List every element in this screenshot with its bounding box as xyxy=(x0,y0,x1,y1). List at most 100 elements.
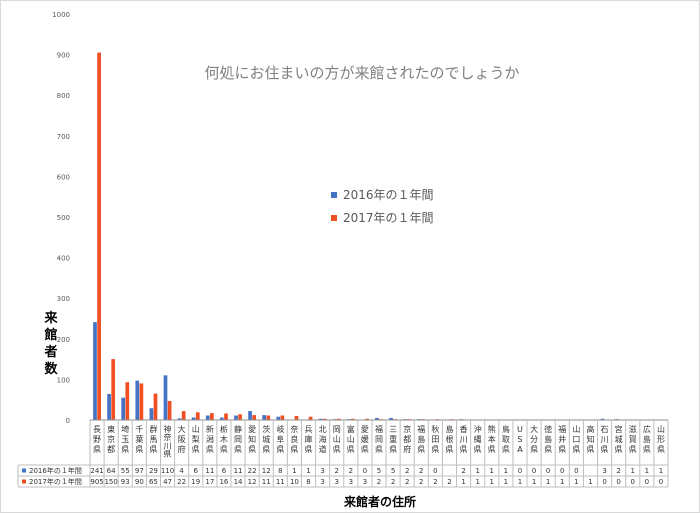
legend-swatch xyxy=(331,215,337,221)
table-value: 5 xyxy=(391,467,395,475)
y-tick-label: 800 xyxy=(57,92,70,100)
y-tick-label: 300 xyxy=(57,295,70,303)
x-tick-label: 石 xyxy=(601,425,609,434)
x-tick-label: 県 xyxy=(206,445,214,454)
x-tick-label: 県 xyxy=(460,445,468,454)
x-tick-label: 岡 xyxy=(234,435,242,444)
x-tick-label: 熊 xyxy=(488,424,496,434)
x-tick-label: 滋 xyxy=(629,424,637,434)
x-tick-label: 野 xyxy=(93,435,101,444)
table-value: 93 xyxy=(121,478,130,486)
table-value: 1 xyxy=(490,467,494,475)
legend-swatch xyxy=(331,192,337,198)
x-tick-label: 玉 xyxy=(121,435,129,444)
table-value: 3 xyxy=(602,467,606,475)
x-tick-label: 県 xyxy=(615,445,623,454)
bar-2016 xyxy=(191,417,196,420)
table-value: 1 xyxy=(631,467,635,475)
x-tick-label: 島 xyxy=(544,434,552,444)
y-tick-label: 600 xyxy=(57,173,70,181)
x-tick-label: 福 xyxy=(417,425,425,434)
x-tick-label: 県 xyxy=(572,445,580,454)
table-value: 1 xyxy=(574,478,578,486)
x-tick-label: 山 xyxy=(333,434,341,444)
table-value: 1 xyxy=(645,467,649,475)
x-tick-label: 京 xyxy=(107,434,115,444)
table-value: 2 xyxy=(616,467,620,475)
bar-2017 xyxy=(167,400,172,420)
y-axis: 0 100 200 300 400 500 600 700 800 900 1000 xyxy=(52,11,70,425)
x-tick-label: 県 xyxy=(474,445,482,454)
table-value: 1 xyxy=(292,467,296,475)
x-tick-label: 富 xyxy=(347,424,355,434)
x-tick-label: 山 xyxy=(347,434,355,444)
x-tick-label: 奈 xyxy=(290,424,298,434)
table-value: 1 xyxy=(475,478,479,486)
bar-2017 xyxy=(336,418,341,420)
x-tick-label: 鳥 xyxy=(502,424,510,434)
y-tick-label: 200 xyxy=(57,336,70,344)
x-tick-label: 木 xyxy=(220,434,228,444)
x-tick-label: 岡 xyxy=(375,435,383,444)
table-value: 241 xyxy=(90,467,103,475)
table-value: 6 xyxy=(193,467,198,475)
x-tick-label: 徳 xyxy=(544,424,552,434)
table-value: 97 xyxy=(135,467,144,475)
table-value: 0 xyxy=(363,467,367,475)
bar-2016 xyxy=(600,418,605,420)
x-tick-label: 県 xyxy=(361,445,369,454)
table-value: 0 xyxy=(532,467,536,475)
bar-2017 xyxy=(308,416,313,420)
x-tick-label: 愛 xyxy=(361,424,369,434)
plot-area xyxy=(93,52,661,420)
x-tick-label: 阪 xyxy=(178,435,186,444)
x-tick-label: 府 xyxy=(178,444,186,454)
bar-2016 xyxy=(135,380,140,420)
x-tick-label: 広 xyxy=(643,424,651,434)
x-tick-label: 県 xyxy=(544,445,552,454)
y-axis-title-char: 者 xyxy=(43,344,57,360)
x-tick-label: 県 xyxy=(164,450,172,459)
table-value: 3 xyxy=(334,478,338,486)
table-value: 2 xyxy=(334,467,338,475)
bar-2017 xyxy=(224,413,228,420)
x-tick-label: 川 xyxy=(601,435,609,444)
x-tick-label: 茨 xyxy=(262,424,270,434)
bar-2016 xyxy=(177,418,182,420)
x-tick-label: 県 xyxy=(121,445,129,454)
y-tick-label: 100 xyxy=(57,376,70,384)
x-tick-label: 島 xyxy=(445,424,453,434)
x-tick-label: 阜 xyxy=(276,434,284,444)
x-tick-label: 道 xyxy=(319,444,327,454)
bar-2017 xyxy=(195,412,200,420)
x-tick-label: 静 xyxy=(234,424,242,434)
bar-2016 xyxy=(149,408,154,420)
x-tick-label: 県 xyxy=(276,445,284,454)
bar-2017 xyxy=(365,418,369,420)
table-value: 1 xyxy=(546,478,550,486)
x-tick-label: 県 xyxy=(445,445,453,454)
x-tick-label: 三 xyxy=(389,425,397,434)
table-value: 12 xyxy=(248,478,257,486)
x-tick-label: 山 xyxy=(657,424,665,434)
x-tick-label: 京 xyxy=(403,424,411,434)
x-tick-label: 栃 xyxy=(220,424,228,434)
y-tick-label: 0 xyxy=(66,417,70,425)
x-tick-label: 県 xyxy=(558,445,566,454)
table-value: 11 xyxy=(234,467,243,475)
bar-2017 xyxy=(139,383,144,420)
table-value: 0 xyxy=(433,467,437,475)
table-value: 3 xyxy=(320,467,324,475)
y-tick-label: 400 xyxy=(57,255,70,263)
bar-2017 xyxy=(153,393,158,420)
x-tick-label: 県 xyxy=(333,445,341,454)
table-value: 1 xyxy=(475,467,479,475)
table-value: 12 xyxy=(262,467,271,475)
x-tick-label: 大 xyxy=(530,424,538,434)
bar-2016 xyxy=(220,417,224,420)
table-value: 64 xyxy=(107,467,116,475)
chart-title: 何処にお住まいの方が来館されたのでしょうか xyxy=(204,64,519,82)
bar-2016 xyxy=(375,417,379,420)
bar-2016 xyxy=(262,415,267,420)
y-tick-label: 700 xyxy=(57,133,70,141)
